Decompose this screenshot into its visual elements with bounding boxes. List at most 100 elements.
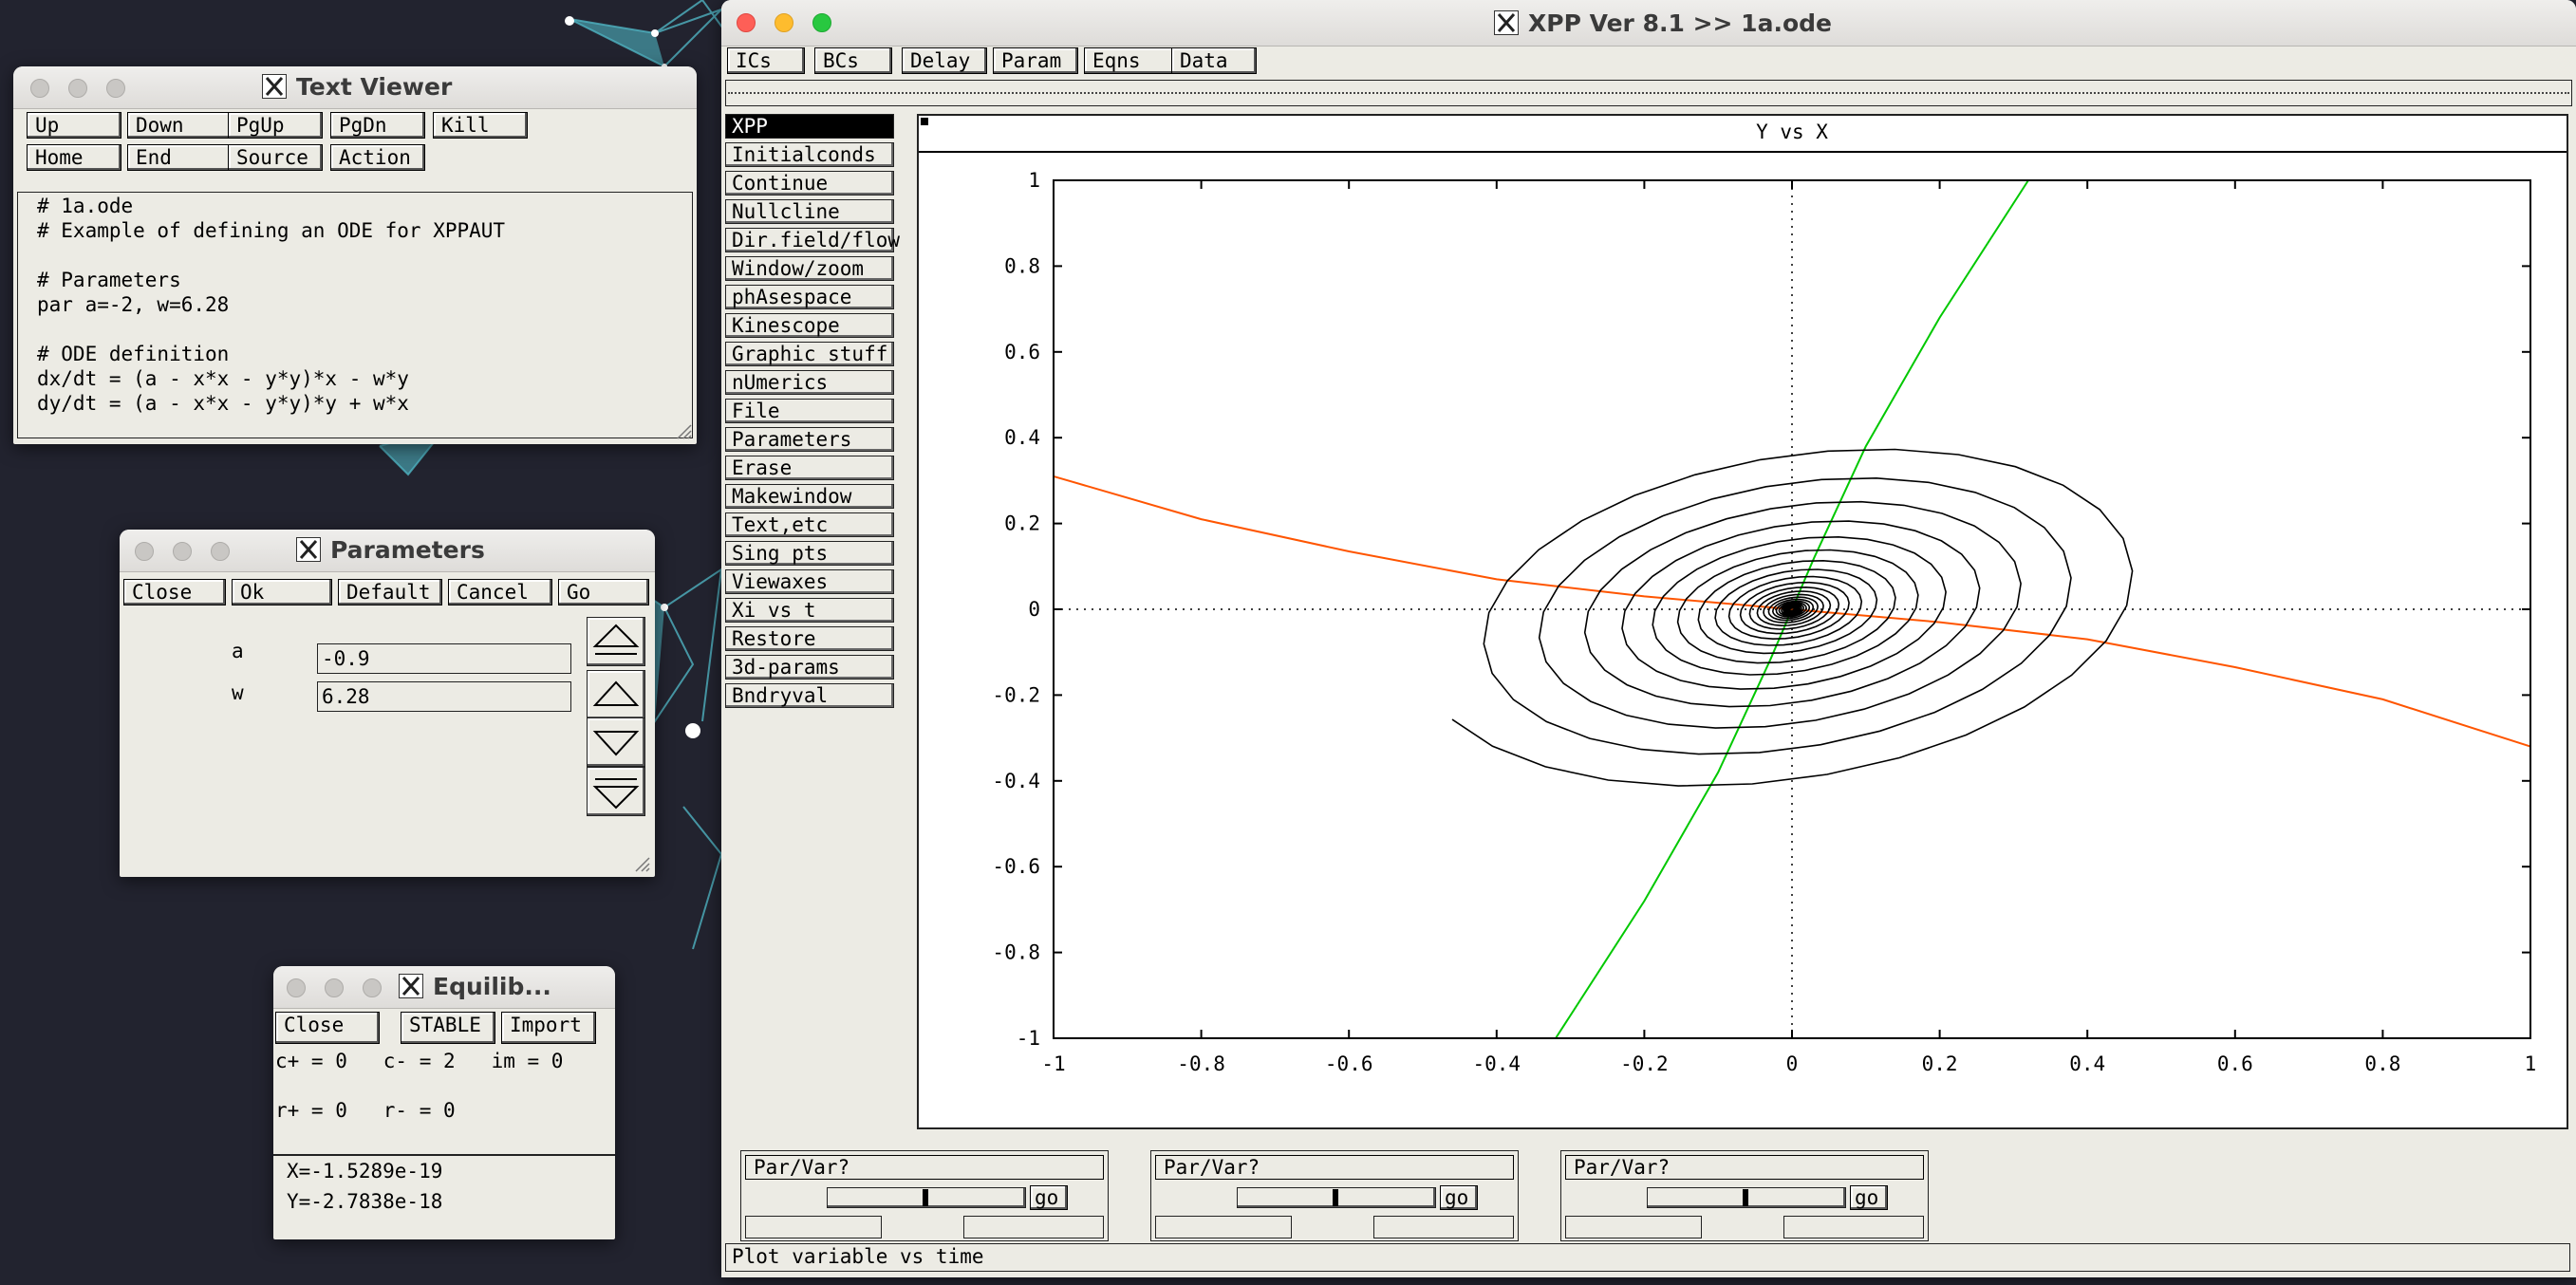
menu-file[interactable]: File [725, 399, 894, 423]
par-var-field[interactable]: Par/Var? [1155, 1155, 1514, 1180]
source-line: dy/dt = (a - x*x - y*y)*y + w*x [37, 392, 409, 415]
phase-plane-plot[interactable]: Y vs X -1 -0.8 -0.6 -0.4 -0.2 0 0.2 0.4 0.6 0.8 1 1 0… [919, 116, 2567, 1127]
menu-kinescope[interactable]: Kinescope [725, 313, 894, 338]
close-dot-icon[interactable] [287, 978, 306, 997]
source-line: # Example of defining an ODE for XPPAUT [37, 219, 506, 242]
down-arrow-button[interactable] [587, 717, 645, 767]
menu-initialconds[interactable]: Initialconds [725, 142, 894, 167]
param-w-input[interactable]: 6.28 [317, 681, 571, 712]
pgdn-button[interactable]: PgDn [330, 112, 425, 139]
x-tick-label: 0.2 [1922, 1052, 1958, 1075]
up-button[interactable]: Up [27, 112, 121, 139]
source-button[interactable]: Source [228, 144, 323, 171]
graph-window[interactable]: Y vs X -1 -0.8 -0.6 -0.4 -0.2 0 0.2 0.4 0.6 0.8 1 1 0… [917, 114, 2568, 1129]
menu-graphic-stuff[interactable]: Graphic stuff [725, 342, 894, 366]
close-window-icon[interactable] [737, 13, 756, 32]
menu-continue[interactable]: Continue [725, 171, 894, 196]
stability-button[interactable]: STABLE [401, 1012, 495, 1044]
plot-title: Y vs X [1756, 121, 1828, 143]
y-tick-label: 0.8 [1004, 254, 1040, 277]
x11-logo-icon [296, 537, 321, 562]
menu-3d-params[interactable]: 3d-params [725, 655, 894, 680]
bcs-button[interactable]: BCs [814, 47, 892, 74]
zoom-dot-icon[interactable] [363, 978, 382, 997]
par-var-field[interactable]: Par/Var? [745, 1155, 1104, 1180]
resize-grip-icon[interactable] [634, 856, 651, 873]
import-button[interactable]: Import [501, 1012, 596, 1044]
menu-erase[interactable]: Erase [725, 456, 894, 480]
menu-restore[interactable]: Restore [725, 626, 894, 651]
slider-track[interactable] [1237, 1187, 1436, 1208]
up-arrow-button[interactable] [587, 670, 645, 719]
slider-track[interactable] [827, 1187, 1026, 1208]
menu-phasespace[interactable]: phAsespace [725, 285, 894, 309]
data-button[interactable]: Data [1171, 47, 1257, 74]
slider-track[interactable] [1647, 1187, 1846, 1208]
home-button[interactable]: Home [27, 144, 121, 171]
delay-button[interactable]: Delay [902, 47, 987, 74]
menu-window-zoom[interactable]: Window/zoom [725, 256, 894, 281]
kill-button[interactable]: Kill [433, 112, 528, 139]
minimize-window-icon[interactable] [775, 13, 793, 32]
page-down-arrow-button[interactable] [587, 767, 645, 816]
parameters-window: Parameters Close Ok Default Cancel Go a … [120, 530, 655, 877]
minimize-dot-icon[interactable] [68, 79, 87, 98]
menu-sing-pts[interactable]: Sing pts [725, 541, 894, 566]
slider-thumb[interactable] [1743, 1189, 1748, 1206]
menu-xi-vs-t[interactable]: Xi vs t [725, 598, 894, 623]
slider-thumb[interactable] [923, 1189, 928, 1206]
xpp-titlebar[interactable]: XPP Ver 8.1 >> 1a.ode [721, 0, 2576, 47]
param-a-input[interactable]: -0.9 [317, 643, 571, 674]
close-button[interactable]: Close [123, 579, 226, 605]
ok-button[interactable]: Ok [232, 579, 332, 605]
command-line-input[interactable] [725, 80, 2572, 106]
zoom-window-icon[interactable] [812, 13, 831, 32]
close-dot-icon[interactable] [135, 542, 154, 561]
slider-low-field[interactable] [1155, 1216, 1292, 1238]
minimize-dot-icon[interactable] [173, 542, 192, 561]
slider-high-field[interactable] [1783, 1216, 1924, 1238]
real-eigen-counts: r+ = 0 r- = 0 [275, 1099, 456, 1122]
par-var-field[interactable]: Par/Var? [1565, 1155, 1924, 1180]
menu-numerics[interactable]: nUmerics [725, 370, 894, 395]
zoom-dot-icon[interactable] [106, 79, 125, 98]
menu-bndryval[interactable]: Bndryval [725, 683, 894, 708]
page-up-arrow-button[interactable] [587, 617, 645, 666]
slider-low-field[interactable] [1565, 1216, 1702, 1238]
action-button[interactable]: Action [330, 144, 425, 171]
menu-nullcline[interactable]: Nullcline [725, 199, 894, 224]
down-button[interactable]: Down [127, 112, 233, 139]
param-button[interactable]: Param [993, 47, 1078, 74]
go-button[interactable]: Go [558, 579, 649, 605]
parameters-titlebar[interactable]: Parameters [120, 530, 655, 572]
source-text-area[interactable]: # 1a.ode # Example of defining an ODE fo… [17, 192, 693, 438]
slider-high-field[interactable] [963, 1216, 1104, 1238]
slider-go-button[interactable]: go [1850, 1185, 1888, 1210]
equilibrium-titlebar[interactable]: Equilib... [273, 966, 615, 1009]
double-up-arrow-icon [592, 624, 640, 655]
resize-grip-icon[interactable] [676, 423, 693, 440]
text-viewer-titlebar[interactable]: Text Viewer [13, 66, 697, 109]
status-bar: Plot variable vs time [725, 1243, 2570, 1272]
eqns-button[interactable]: Eqns [1084, 47, 1181, 74]
cancel-button[interactable]: Cancel [448, 579, 552, 605]
menu-dirfield-flow[interactable]: Dir.field/flow [725, 228, 900, 252]
pgup-button[interactable]: PgUp [228, 112, 323, 139]
default-button[interactable]: Default [338, 579, 442, 605]
slider-low-field[interactable] [745, 1216, 882, 1238]
menu-text-etc[interactable]: Text,etc [725, 512, 894, 537]
ics-button[interactable]: ICs [727, 47, 805, 74]
minimize-dot-icon[interactable] [325, 978, 344, 997]
menu-viewaxes[interactable]: Viewaxes [725, 569, 894, 594]
slider-high-field[interactable] [1373, 1216, 1514, 1238]
slider-go-button[interactable]: go [1440, 1185, 1478, 1210]
menu-makewindow[interactable]: Makewindow [725, 484, 894, 509]
slider-go-button[interactable]: go [1030, 1185, 1068, 1210]
y-tick-label: -0.6 [992, 855, 1040, 878]
end-button[interactable]: End [127, 144, 233, 171]
slider-thumb[interactable] [1333, 1189, 1338, 1206]
menu-parameters[interactable]: Parameters [725, 427, 894, 452]
zoom-dot-icon[interactable] [211, 542, 230, 561]
close-dot-icon[interactable] [30, 79, 49, 98]
close-button[interactable]: Close [275, 1012, 380, 1044]
